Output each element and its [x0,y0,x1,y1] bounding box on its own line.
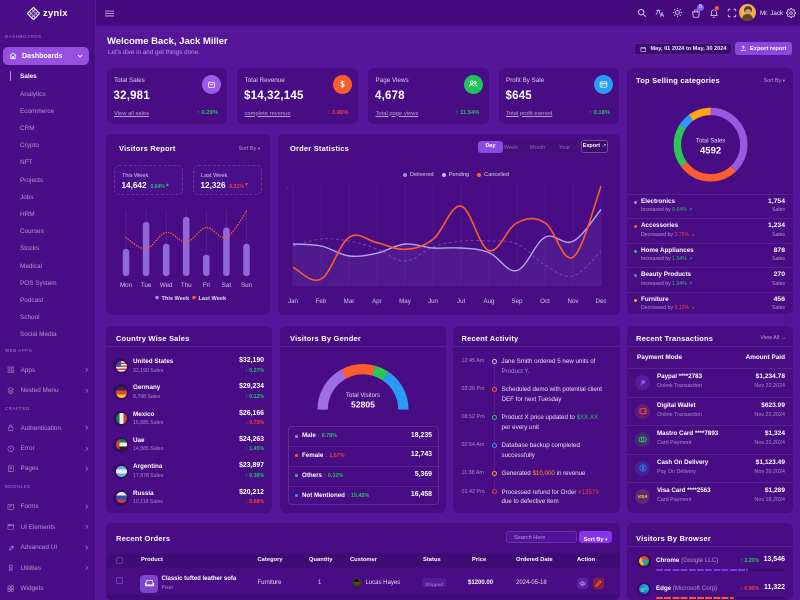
svg-text:Total Visitors: Total Visitors [346,393,380,399]
svg-text:Jun: Jun [428,298,439,305]
svg-text:4592: 4592 [700,146,721,157]
svg-text:Last Week: Last Week [199,296,227,302]
svg-text:Dec: Dec [595,298,606,305]
svg-text:Jul: Jul [457,298,465,305]
svg-text:Aug: Aug [483,298,495,305]
svg-text:May: May [399,298,412,305]
svg-text:Apr: Apr [372,298,382,305]
svg-text:Total Sales: Total Sales [696,139,725,145]
svg-text:Tue: Tue [141,282,152,289]
svg-text:Wed: Wed [160,282,173,289]
svg-text:This Week: This Week [162,296,190,302]
svg-text:Mar: Mar [344,298,355,305]
svg-text:Nov: Nov [567,298,579,305]
svg-text:Feb: Feb [316,298,327,305]
svg-text:Thu: Thu [181,282,192,289]
svg-text:52805: 52805 [351,399,375,409]
svg-text:Sep: Sep [511,298,523,305]
svg-text:Oct: Oct [540,298,550,305]
svg-text:-: - [287,185,289,191]
svg-text:Mon: Mon [120,282,133,289]
svg-text:Sat: Sat [222,282,232,289]
svg-text:Jan: Jan [288,298,299,305]
svg-text:Sun: Sun [241,282,253,289]
svg-text:Fri: Fri [203,282,210,289]
